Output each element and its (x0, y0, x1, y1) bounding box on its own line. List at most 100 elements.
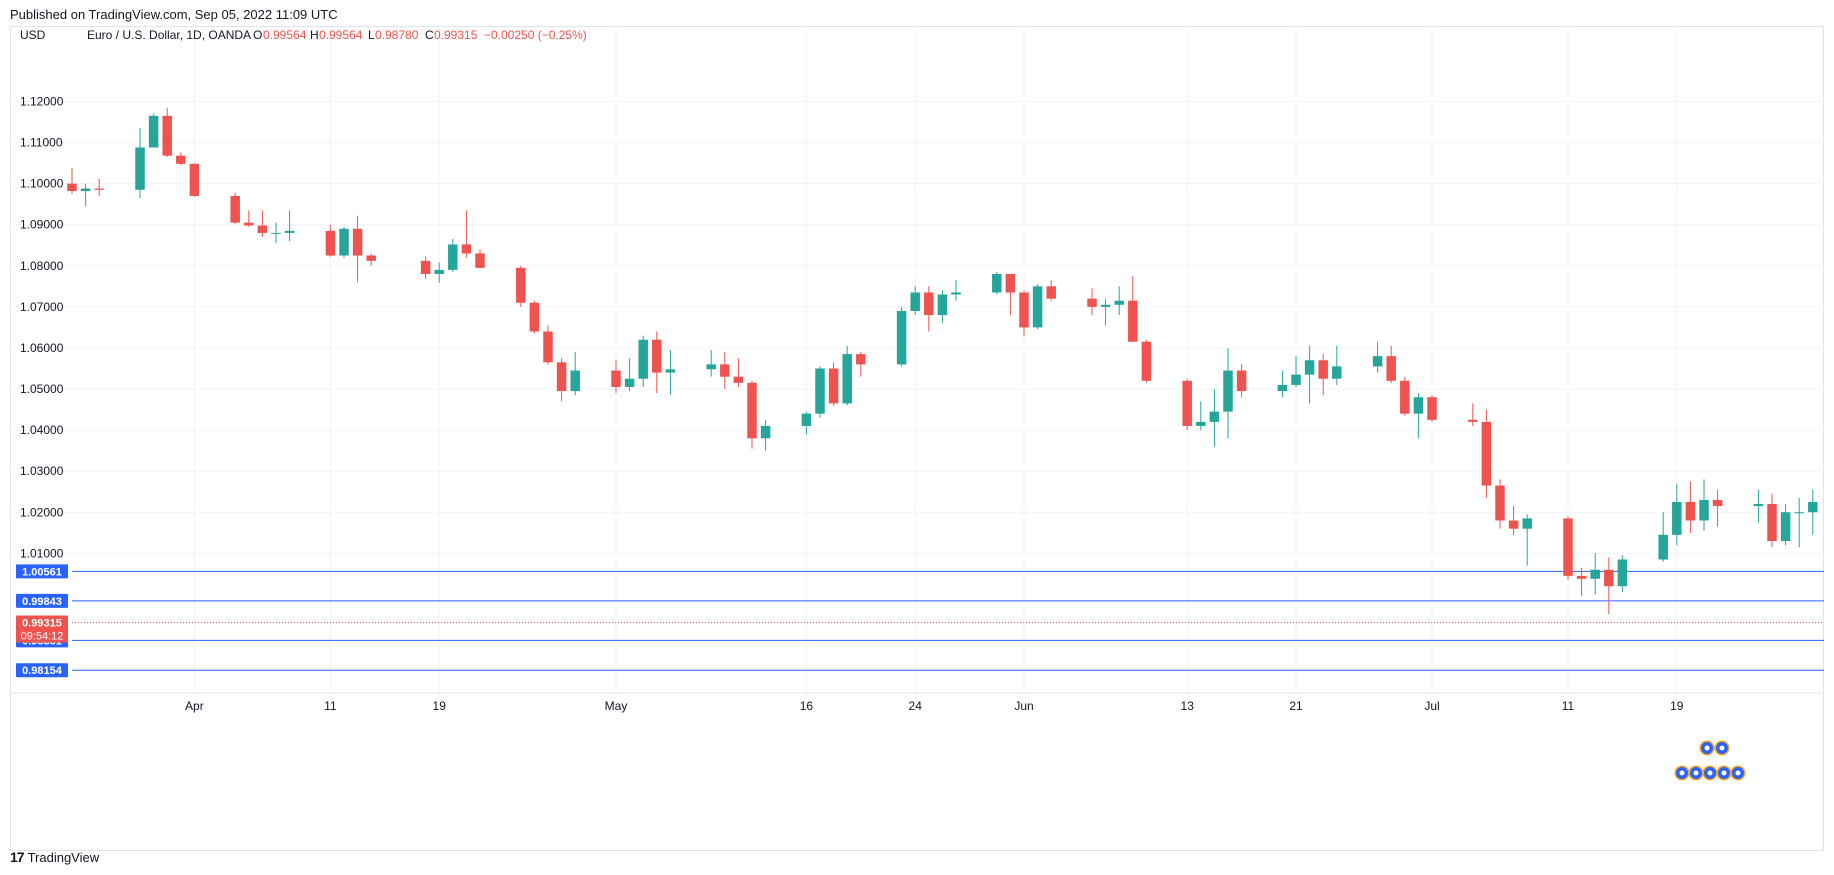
candle-body (1304, 360, 1315, 375)
candle-body (1291, 374, 1301, 385)
candle-body (230, 195, 240, 223)
candle-body (937, 294, 948, 316)
x-tick-label: May (605, 699, 628, 713)
y-tick-label: 1.02000 (20, 505, 64, 519)
y-tick-label: 1.07000 (20, 300, 64, 314)
countdown-label: 09:54:12 (21, 631, 64, 643)
candle-body (1495, 485, 1505, 521)
tradingview-logo-icon: 17 (10, 849, 25, 865)
candle-body (244, 222, 254, 226)
footer-brand[interactable]: 17 TradingView (10, 849, 99, 865)
y-tick-label: 1.04000 (20, 423, 64, 437)
legend-symbol: Euro / U.S. Dollar, 1D, OANDA (87, 28, 251, 42)
candle-body (652, 339, 662, 373)
candle-body (720, 364, 730, 377)
level-label-bg (16, 663, 68, 678)
candle-body (556, 362, 567, 392)
candle-body (1576, 575, 1587, 579)
candle-body (1522, 518, 1532, 529)
candle-body (1046, 286, 1056, 299)
x-tick-label: 19 (433, 699, 447, 713)
x-tick-label: 24 (909, 699, 923, 713)
candle-body (638, 339, 648, 379)
candle-body (1712, 499, 1723, 507)
candle-body (924, 292, 934, 316)
event-markers[interactable] (1674, 740, 1746, 781)
candle-body (352, 228, 363, 256)
last-price-label: 0.99315 (22, 618, 62, 630)
candle-body (1699, 499, 1709, 521)
candles (67, 107, 1818, 615)
candle-body (1223, 370, 1233, 412)
candle-body (1032, 286, 1043, 328)
legend-currency: USD (20, 28, 46, 42)
y-tick-label: 1.12000 (20, 94, 64, 108)
candle-body (828, 368, 839, 404)
candle-body (1128, 300, 1138, 342)
y-tick-label: 1.06000 (20, 341, 64, 355)
candle-body (815, 368, 825, 414)
candle-body (1508, 520, 1519, 529)
legend: USD Euro / U.S. Dollar, 1D, OANDA O 0.99… (20, 28, 587, 42)
candle-body (1400, 380, 1410, 414)
level-label: 0.99843 (22, 596, 62, 608)
event-marker-center-icon (1707, 770, 1713, 776)
legend-open-value: 0.99564 (263, 28, 307, 42)
y-tick-label: 1.03000 (20, 464, 64, 478)
x-tick-label: 16 (800, 699, 814, 713)
level-label-bg (16, 564, 68, 579)
candle-body (420, 260, 431, 274)
legend-high-value: 0.99564 (319, 28, 363, 42)
legend-close-value: 0.99315 (434, 28, 478, 42)
candle-body (1209, 411, 1220, 422)
event-marker-center-icon (1693, 770, 1699, 776)
candle-body (1236, 370, 1247, 392)
candle-body (1685, 501, 1696, 521)
candle-body (733, 376, 744, 383)
candle-body (284, 230, 295, 233)
candle-body (67, 183, 77, 192)
candle-body (1100, 304, 1111, 307)
candle-body (1277, 384, 1288, 392)
y-tick-label: 1.09000 (20, 218, 64, 232)
candle-body (760, 425, 771, 439)
candle-body (747, 382, 757, 439)
legend-low-value: 0.98780 (375, 28, 419, 42)
candle-body (1332, 366, 1342, 379)
price-chart[interactable]: 1.005610.998430.988810.981540.9931509:54… (10, 26, 1824, 851)
event-marker-center-icon (1679, 770, 1685, 776)
candle-body (1604, 569, 1614, 587)
candle-body (910, 292, 920, 311)
candle-body (1794, 512, 1804, 514)
candle-body (1005, 273, 1016, 293)
candle-body (325, 230, 336, 256)
horizontal-levels: 1.005610.998430.988810.981540.9931509:54… (16, 564, 1824, 678)
candle-body (1617, 559, 1628, 587)
candle-body (271, 232, 281, 234)
level-label: 0.98154 (22, 665, 63, 677)
candle-body (706, 364, 716, 370)
candle-body (475, 253, 485, 268)
brand-name: TradingView (27, 849, 100, 865)
candle-body (801, 413, 812, 426)
candle-body (842, 354, 852, 404)
y-axis: 1.12000 1.11000 1.10000 1.09000 1.08000 1.070… (20, 94, 64, 560)
level-label-bg (16, 593, 68, 608)
candle-body (1182, 380, 1192, 426)
x-tick-label: 11 (324, 699, 337, 713)
candle-body (856, 354, 866, 365)
candle-body (176, 155, 186, 164)
candle-body (339, 228, 349, 256)
legend-high-label: H (310, 28, 319, 42)
candle-body (1196, 421, 1206, 426)
y-tick-label: 1.10000 (20, 177, 64, 191)
x-tick-label: 19 (1670, 699, 1684, 713)
candle-body (665, 369, 676, 373)
candle-body (1808, 501, 1818, 513)
candle-body (189, 163, 200, 196)
candle-body (1468, 419, 1478, 422)
x-tick-label: Apr (185, 699, 204, 713)
grid-lines (10, 26, 1824, 694)
level-label: 1.00561 (22, 566, 62, 578)
candle-body (257, 225, 268, 233)
